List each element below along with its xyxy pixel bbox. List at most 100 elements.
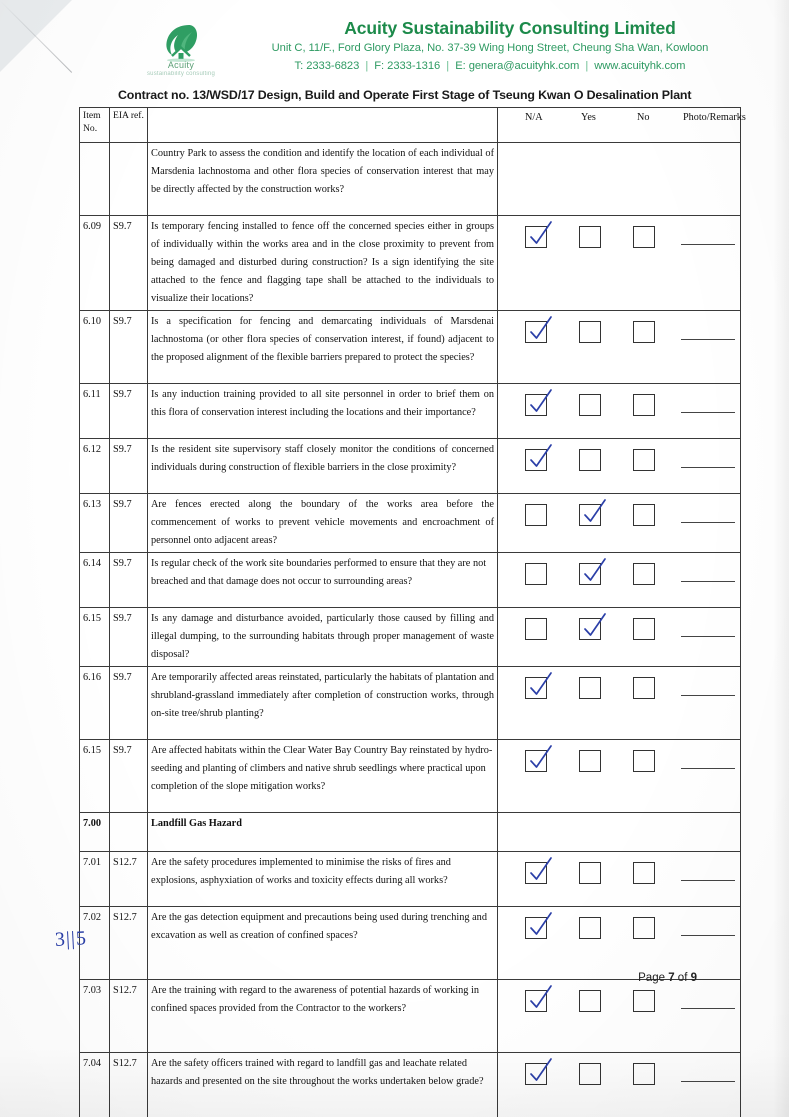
checkbox-na[interactable] <box>525 857 552 885</box>
checkbox-no[interactable] <box>633 917 655 940</box>
checkbox-na[interactable] <box>525 672 552 700</box>
remarks-write-line[interactable] <box>681 1008 735 1010</box>
checkbox-yes[interactable] <box>579 499 606 527</box>
page-number: Page 7 of 9 <box>638 972 697 984</box>
remarks-write-line[interactable] <box>681 522 735 524</box>
checkbox-no[interactable] <box>633 862 655 885</box>
table-header-row: Item No. EIA ref. N/A Yes No Photo/Remar… <box>79 107 746 143</box>
letterhead: Acuity sustainability consulting Acuity … <box>0 18 789 90</box>
row-description: Are the training with regard to the awar… <box>147 979 498 1054</box>
checkbox-no[interactable] <box>633 504 655 527</box>
row-status-cell <box>497 979 741 1054</box>
checkbox-no[interactable] <box>633 1063 655 1086</box>
checkbox-no[interactable] <box>633 563 655 586</box>
table-row: 7.00 Landfill Gas Hazard <box>79 812 741 853</box>
checkbox-yes[interactable] <box>579 677 601 700</box>
handwritten-annotation: 3||5 <box>54 927 88 951</box>
table-row: 7.02 S12.7 Are the gas detection equipment… <box>79 906 741 981</box>
checkbox-no[interactable] <box>633 449 655 472</box>
checkbox-na[interactable] <box>525 444 552 472</box>
remarks-write-line[interactable] <box>681 935 735 937</box>
row-eia-ref: S12.7 <box>109 979 148 1054</box>
remarks-write-line[interactable] <box>681 768 735 770</box>
checkmark-icon <box>530 672 552 696</box>
checkbox-no[interactable] <box>633 226 655 248</box>
checkbox-no[interactable] <box>633 677 655 700</box>
checkbox-yes[interactable] <box>579 226 601 248</box>
email-text: E: genera@acuityhk.com <box>455 60 580 72</box>
row-eia-ref: S9.7 <box>109 607 148 668</box>
checkbox-no[interactable] <box>633 618 655 641</box>
row-eia-ref: S9.7 <box>109 493 148 554</box>
checkbox-yes[interactable] <box>579 750 601 773</box>
checkbox-yes[interactable] <box>579 917 601 940</box>
row-item-no: 7.03 <box>79 979 110 1054</box>
remarks-write-line[interactable] <box>681 244 735 245</box>
checkbox-no[interactable] <box>633 321 655 344</box>
row-eia-ref: S12.7 <box>109 851 148 908</box>
remarks-write-line[interactable] <box>681 339 735 341</box>
remarks-write-line[interactable] <box>681 880 735 882</box>
checkbox-yes[interactable] <box>579 990 601 1013</box>
checkbox-no[interactable] <box>633 394 655 417</box>
checkbox-no[interactable] <box>633 990 655 1013</box>
header-photo-remarks: Photo/Remarks <box>683 112 746 123</box>
row-status-cell <box>497 383 741 440</box>
remarks-write-line[interactable] <box>681 581 735 583</box>
checkbox-na[interactable] <box>525 389 552 417</box>
row-description: Is a specification for fencing and demar… <box>147 310 498 385</box>
row-item-no <box>79 142 110 216</box>
remarks-write-line[interactable] <box>681 636 735 638</box>
row-status-cell <box>497 739 741 814</box>
row-description: Are the gas detection equipment and prec… <box>147 906 498 981</box>
checkmark-icon <box>584 499 606 522</box>
checkbox-yes[interactable] <box>579 558 606 586</box>
row-eia-ref: S9.7 <box>109 739 148 814</box>
checkbox-na[interactable] <box>525 745 552 773</box>
row-item-no: 7.01 <box>79 851 110 908</box>
checkbox-no[interactable] <box>633 750 655 773</box>
row-description: Are the safety officers trained with reg… <box>147 1052 498 1117</box>
row-status-cell <box>497 310 741 385</box>
remarks-write-line[interactable] <box>681 412 735 414</box>
row-status-cell <box>497 906 741 981</box>
checkbox-na[interactable] <box>525 912 552 940</box>
row-description: Is any damage and disturbance avoided, p… <box>147 607 498 668</box>
checkbox-yes[interactable] <box>579 613 606 641</box>
table-row: 6.09 S9.7 Is temporary fencing installed t… <box>79 214 741 312</box>
row-description: Is temporary fencing installed to fence … <box>147 214 498 312</box>
logo-tagline: sustainability consulting <box>146 71 216 77</box>
remarks-write-line[interactable] <box>681 467 735 469</box>
remarks-write-line[interactable] <box>681 1081 735 1083</box>
table-row: 6.10 S9.7 Is a specification for fencing a… <box>79 310 741 385</box>
row-description: Is regular check of the work site bounda… <box>147 552 498 609</box>
remarks-write-line[interactable] <box>681 695 735 697</box>
table-row: 6.15 S9.7 Are affected habitats within the… <box>79 739 741 814</box>
checkbox-na[interactable] <box>525 221 552 248</box>
company-logo: Acuity sustainability consulting <box>139 22 223 84</box>
header-eia-ref: EIA ref. <box>109 107 148 143</box>
checkbox-yes[interactable] <box>579 862 601 885</box>
checkbox-yes[interactable] <box>579 1063 601 1086</box>
checkbox-yes[interactable] <box>579 449 601 472</box>
checkbox-na[interactable] <box>525 985 552 1013</box>
row-eia-ref: S9.7 <box>109 438 148 495</box>
checkbox-na[interactable] <box>525 504 547 527</box>
checkbox-na[interactable] <box>525 618 547 641</box>
separator-1: | <box>365 60 369 72</box>
checkbox-yes[interactable] <box>579 394 601 417</box>
row-status-cell <box>497 1052 741 1117</box>
row-eia-ref <box>109 812 148 853</box>
row-status-cell <box>497 812 741 853</box>
row-status-cell <box>497 438 741 495</box>
checkbox-yes[interactable] <box>579 321 601 344</box>
checkbox-na[interactable] <box>525 316 552 344</box>
header-no: No <box>637 112 650 123</box>
checkbox-na[interactable] <box>525 1058 552 1086</box>
header-status-columns: N/A Yes No Photo/Remarks <box>497 107 746 143</box>
checkmark-icon <box>530 221 552 244</box>
phone-text: T: 2333-6823 <box>294 60 360 72</box>
checkbox-na[interactable] <box>525 563 547 586</box>
table-row: 7.04 S12.7 Are the safety officers trained… <box>79 1052 741 1117</box>
row-item-no: 7.00 <box>79 812 110 853</box>
